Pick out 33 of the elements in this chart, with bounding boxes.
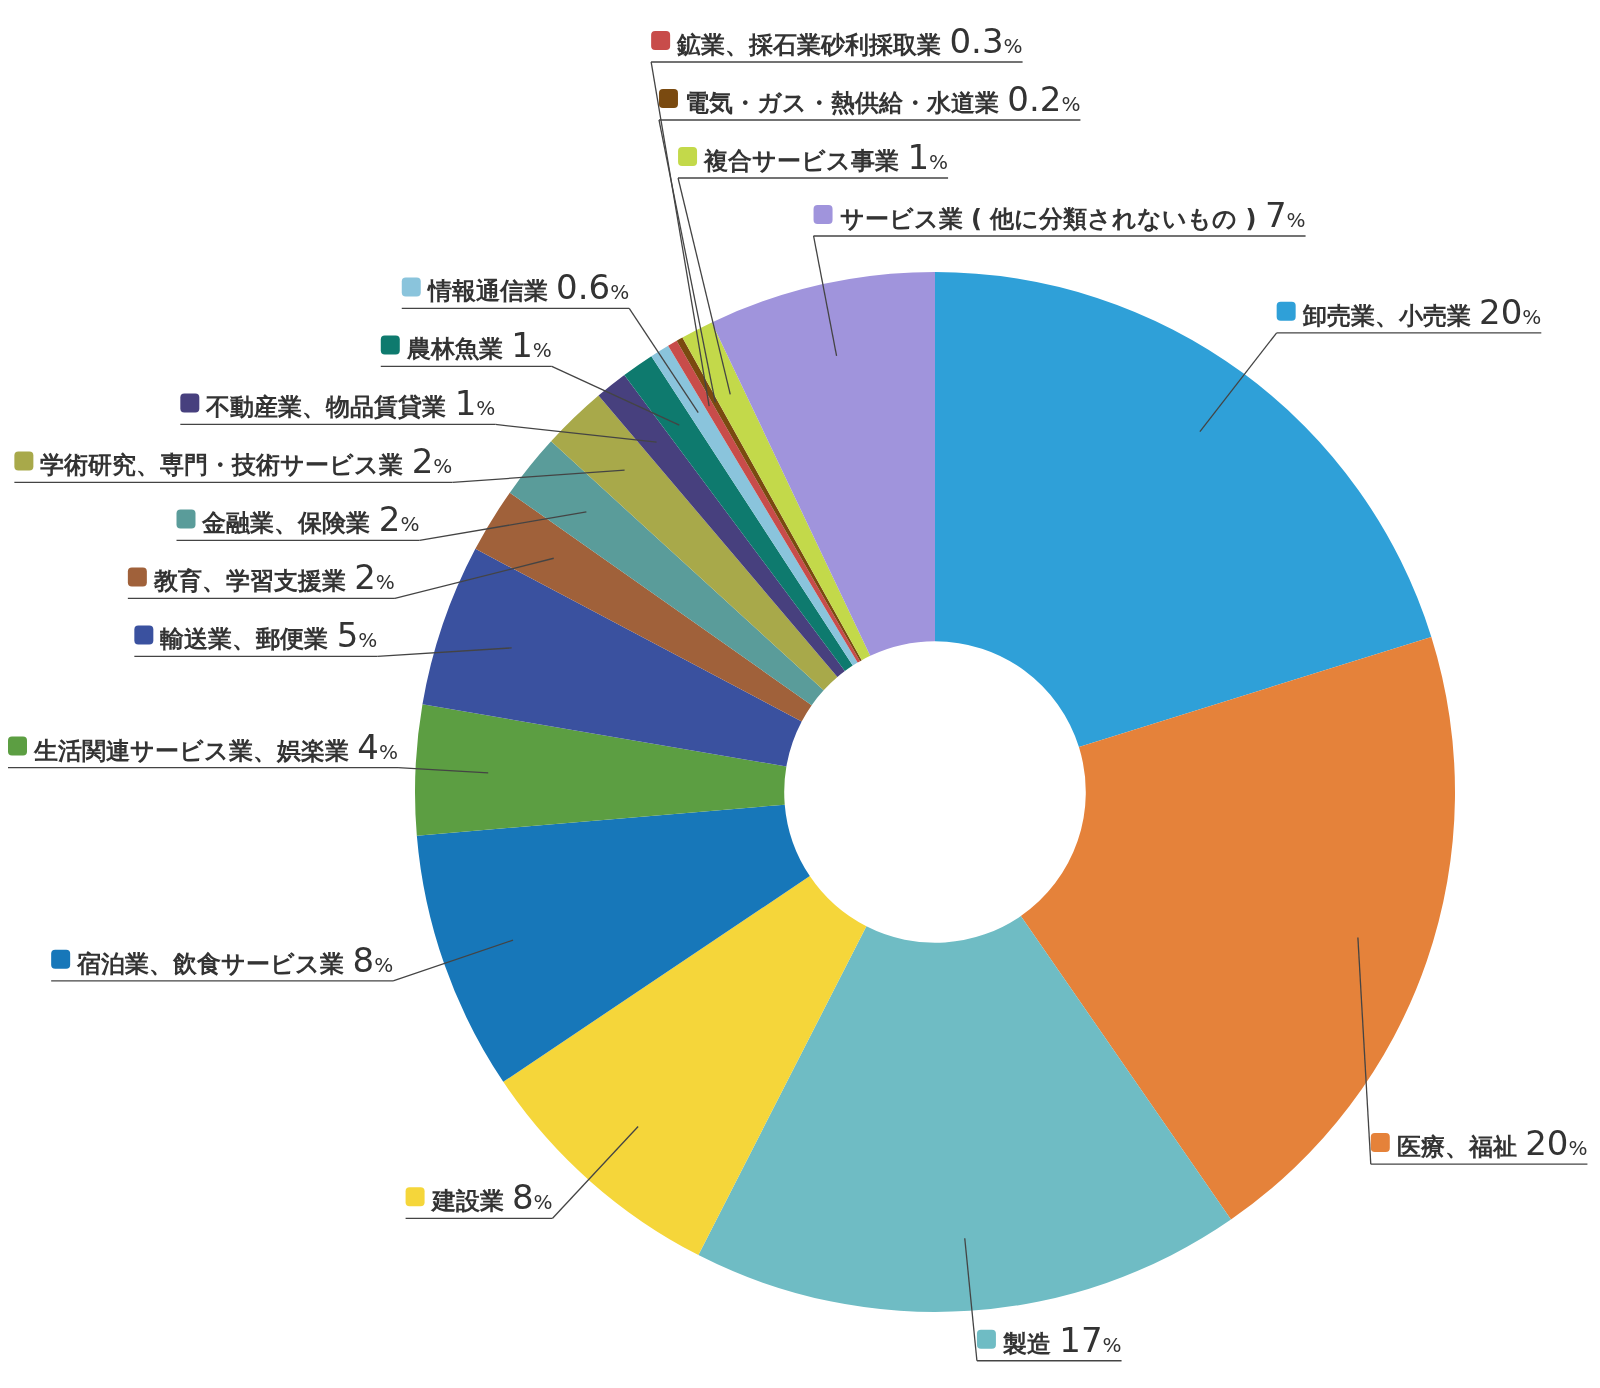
legend-label: 複合サービス事業	[703, 146, 908, 175]
legend-label: 製造	[1001, 1329, 1060, 1358]
legend-label: 医療、福祉	[1396, 1133, 1526, 1162]
legend-label: 不動産業、物品賃貸業	[205, 393, 455, 422]
data-label: 17%	[1059, 1319, 1122, 1360]
legend-label: 学術研究、専門・技術サービス業	[40, 451, 412, 480]
legend-label: 建設業	[429, 1187, 512, 1216]
legend-label: 電気・ガス・熱供給・水道業	[684, 88, 1008, 117]
legend-label: 情報通信業	[425, 277, 557, 306]
legend-label: 宿泊業、飲食サービス業	[76, 949, 353, 978]
data-label: 8%	[511, 1177, 553, 1218]
legend-label: サービス業 ( 他に分類されないもの )	[839, 204, 1265, 233]
data-label: 0.3%	[949, 20, 1023, 61]
legend-label: 金融業、保険業	[201, 509, 379, 538]
data-label: 1%	[907, 136, 949, 177]
data-label: 7%	[1264, 194, 1306, 235]
data-label: 4%	[357, 726, 399, 767]
data-label: 1%	[454, 383, 496, 424]
data-label: 20%	[1479, 291, 1542, 332]
legend-label: 輸送業、郵便業	[159, 625, 337, 654]
data-label: 2%	[354, 557, 395, 598]
data-label: 5%	[336, 615, 378, 656]
data-label: 1%	[511, 325, 552, 366]
data-label: 0.6%	[556, 267, 630, 308]
legend-label: 農林魚業	[405, 335, 512, 364]
data-label: 2%	[411, 441, 453, 482]
legend-label: 鉱業、採石業砂利採取業	[676, 30, 950, 59]
data-label: 2%	[378, 499, 420, 540]
legend-label: 教育、学習支援業	[152, 567, 355, 596]
data-label: 0.2%	[1007, 78, 1081, 119]
data-label: 20%	[1525, 1123, 1588, 1164]
legend-label: 生活関連サービス業、娯楽業	[33, 736, 358, 765]
data-label: 8%	[352, 939, 394, 980]
